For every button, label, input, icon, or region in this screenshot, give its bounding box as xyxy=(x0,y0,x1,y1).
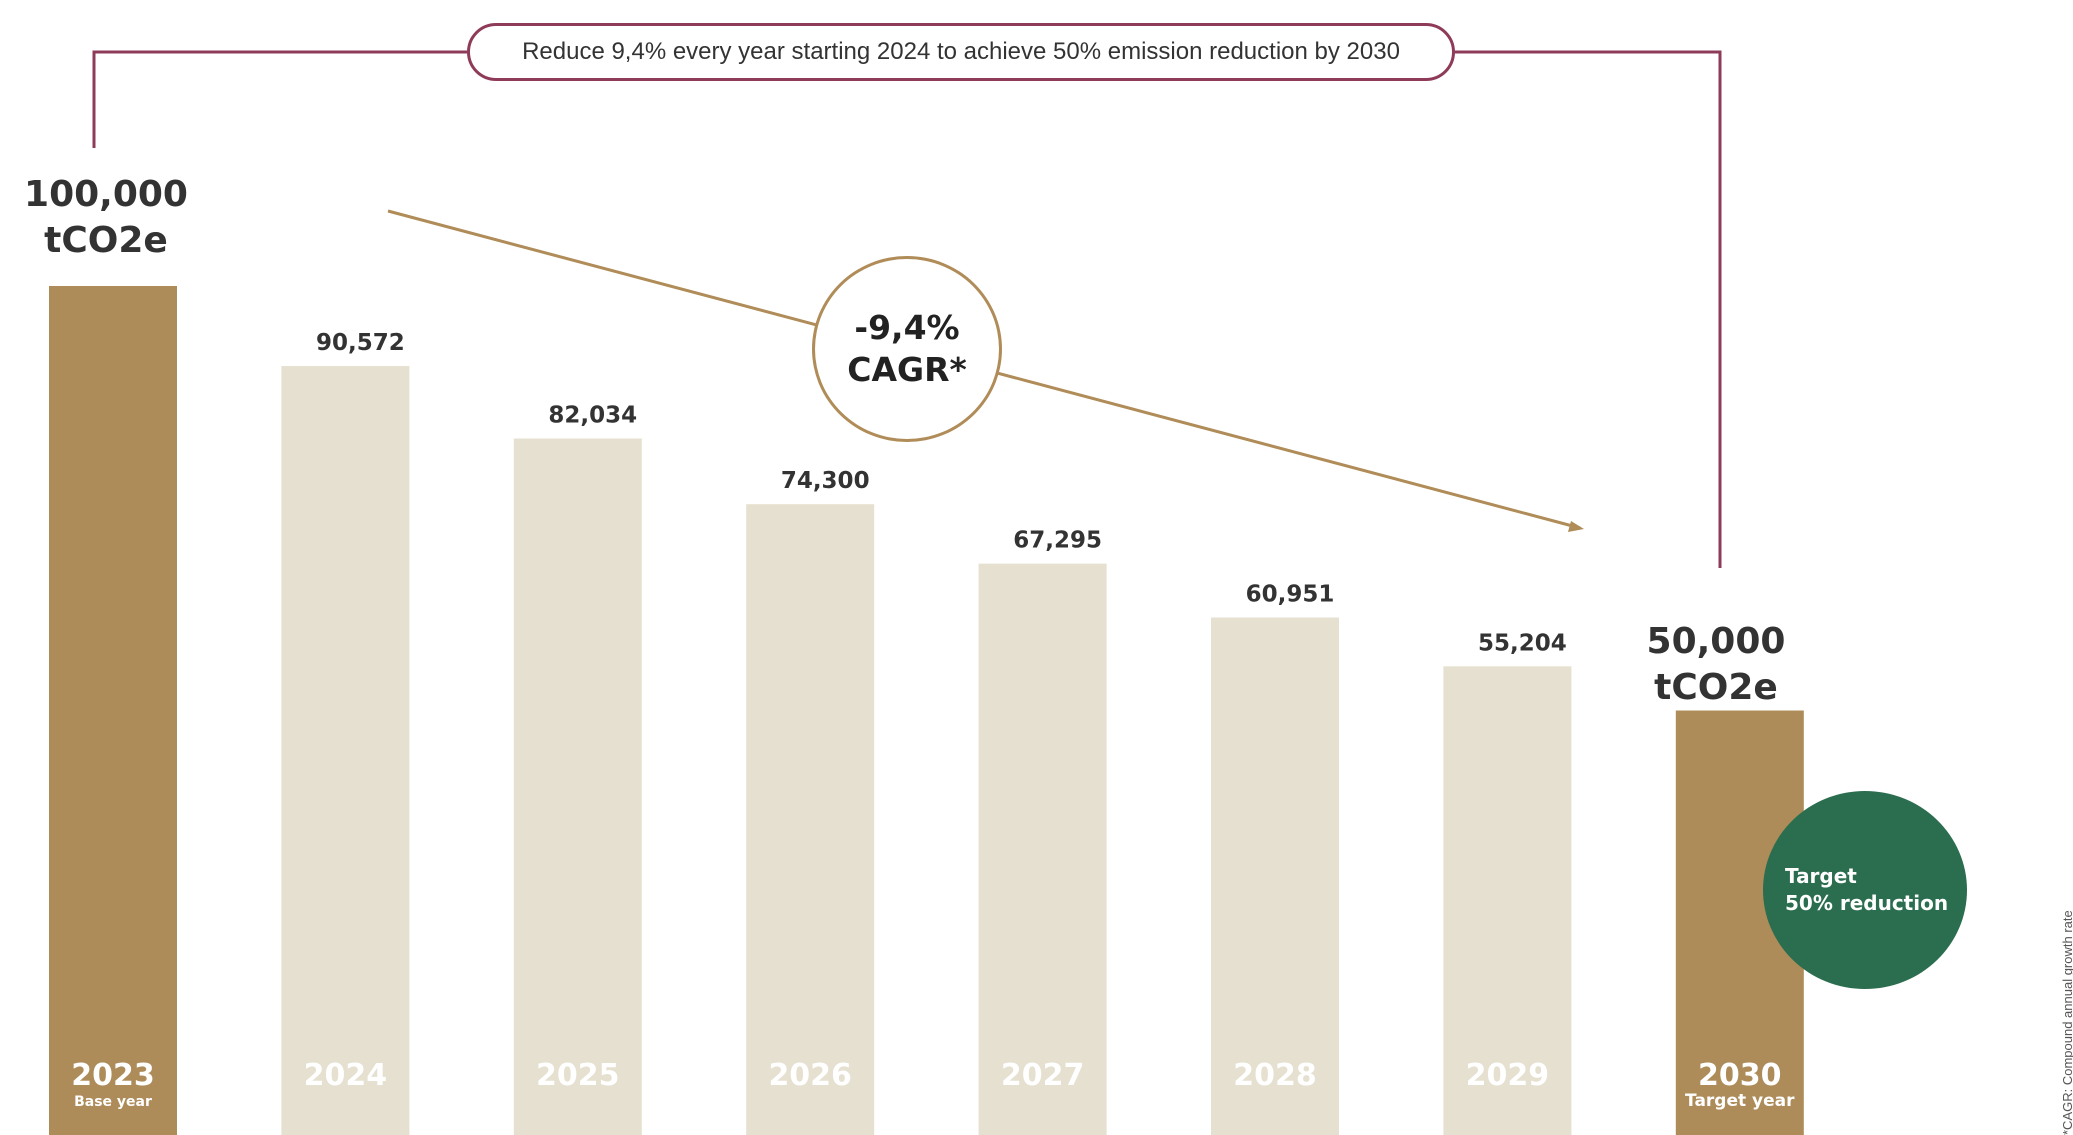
bar-2025 xyxy=(513,438,642,1135)
baseline-unit: tCO2e xyxy=(44,220,168,261)
data-label-2028: 60,951 xyxy=(1246,582,1335,608)
target-reduction-badge: Target 50% reduction xyxy=(1763,791,1967,989)
year-label-2024: 2024 xyxy=(304,1058,388,1093)
target-badge-line1: Target xyxy=(1785,864,1857,888)
data-label-2024: 90,572 xyxy=(316,330,405,356)
year-label-2023: 2023 xyxy=(71,1058,155,1093)
data-label-2026: 74,300 xyxy=(781,468,870,494)
bar-2023 xyxy=(49,286,177,1135)
year-label-2025: 2025 xyxy=(536,1058,620,1093)
data-label-2025: 82,034 xyxy=(548,403,637,429)
cagr-badge: -9,4% CAGR* xyxy=(812,256,1002,442)
cagr-footnote: *CAGR: Compound annual growth rate xyxy=(2060,910,2073,1135)
cagr-label: CAGR* xyxy=(847,350,967,389)
year-label-2029: 2029 xyxy=(1466,1058,1550,1093)
data-label-2027: 67,295 xyxy=(1013,528,1102,554)
year-sublabel-2030: Target year xyxy=(1685,1091,1795,1111)
target-total-label: 50,000 tCO2e xyxy=(1628,619,1804,711)
target-unit: tCO2e xyxy=(1654,667,1778,708)
target-value: 50,000 xyxy=(1646,621,1786,662)
bar-2026 xyxy=(746,504,875,1135)
year-label-2030: 2030 xyxy=(1698,1058,1782,1093)
target-badge-line2: 50% reduction xyxy=(1785,891,1949,915)
bar-2028 xyxy=(1211,617,1339,1135)
reduction-goal-banner: Reduce 9,4% every year starting 2024 to … xyxy=(467,23,1455,81)
baseline-total-label: 100,000 tCO2e xyxy=(18,172,194,264)
bar-2027 xyxy=(978,563,1107,1135)
year-sublabel-2023: Base year xyxy=(74,1094,152,1110)
year-label-2027: 2027 xyxy=(1001,1058,1085,1093)
cagr-value: -9,4% xyxy=(854,308,960,347)
left-connector-line xyxy=(92,50,467,148)
year-label-2026: 2026 xyxy=(768,1058,852,1093)
baseline-value: 100,000 xyxy=(24,174,188,215)
bar-2024 xyxy=(281,366,410,1135)
right-connector-line xyxy=(1455,50,1722,568)
year-label-2028: 2028 xyxy=(1233,1058,1317,1093)
data-label-2029: 55,204 xyxy=(1478,630,1567,656)
trend-arrowhead xyxy=(1568,521,1584,532)
bar-2029 xyxy=(1443,666,1572,1135)
